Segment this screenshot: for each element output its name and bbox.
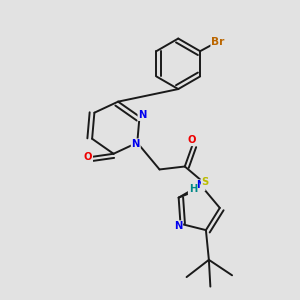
- Text: N: N: [132, 139, 140, 149]
- Text: N: N: [138, 110, 147, 120]
- Text: S: S: [202, 178, 209, 188]
- Text: Br: Br: [211, 37, 225, 47]
- Text: O: O: [188, 135, 196, 145]
- Text: O: O: [84, 152, 92, 162]
- Text: N: N: [196, 180, 205, 190]
- Text: N: N: [174, 221, 182, 231]
- Text: H: H: [189, 184, 197, 194]
